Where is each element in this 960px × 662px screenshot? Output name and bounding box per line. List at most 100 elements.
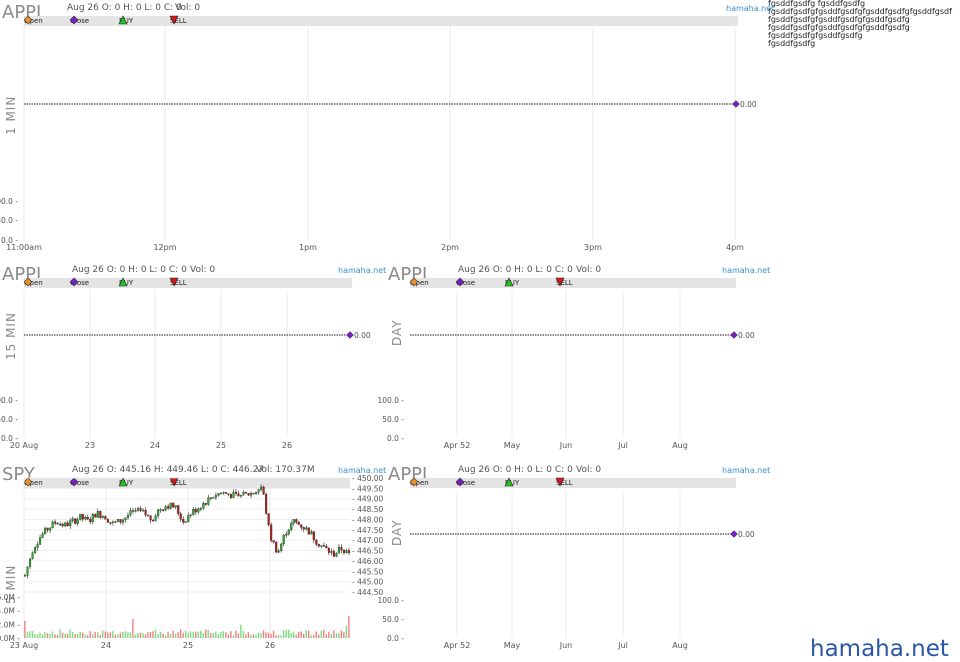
candle-body bbox=[212, 497, 215, 499]
legend-item-open: Open bbox=[23, 15, 43, 26]
volume-bar bbox=[270, 634, 272, 638]
ohlc-readout: Aug 26 O: 0 H: 0 L: 0 C: 0 bbox=[67, 3, 182, 13]
volume-bar bbox=[107, 632, 109, 638]
plot-area: 11:00am 12pm 1pm 2pm 3pm 4pm 100.0 - 50.0 - 0.0 … bbox=[0, 26, 757, 252]
close-legend-icon bbox=[69, 15, 79, 25]
candle-body bbox=[192, 509, 195, 515]
y-tick-label: 50.0 - bbox=[0, 216, 18, 225]
volume-bar bbox=[34, 634, 36, 638]
candle-body bbox=[56, 523, 59, 525]
buy-legend-icon bbox=[118, 15, 128, 25]
volume-bar bbox=[300, 631, 302, 638]
close-legend-icon bbox=[69, 277, 79, 287]
candle-body bbox=[322, 545, 325, 547]
volume-bar bbox=[194, 631, 197, 638]
x-tick-label: 26 bbox=[282, 441, 292, 450]
candle-body bbox=[280, 543, 283, 552]
x-tick-label: 26 bbox=[265, 641, 275, 650]
legend-label: Open bbox=[410, 479, 429, 487]
x-tick-label: 25 bbox=[183, 641, 193, 650]
volume-bar bbox=[139, 632, 142, 638]
y-tick-label: 0.0 - bbox=[387, 634, 404, 643]
watermark-link[interactable]: hamaha.net bbox=[722, 466, 771, 475]
buy-legend-icon bbox=[118, 277, 128, 287]
y-tick-label: - 445.50 bbox=[352, 567, 384, 576]
candle-body bbox=[116, 519, 119, 522]
x-tick-label: Aug bbox=[672, 441, 688, 450]
watermark-link[interactable]: hamaha.net bbox=[338, 466, 387, 475]
volume-bar bbox=[197, 631, 199, 638]
candle-body bbox=[106, 519, 109, 523]
legend-item-open: Open bbox=[23, 477, 43, 488]
candle-body bbox=[49, 527, 52, 531]
candle-body bbox=[325, 545, 328, 549]
candle-body bbox=[89, 519, 92, 522]
volume-bar bbox=[220, 632, 222, 638]
candle-body bbox=[184, 521, 187, 523]
candle-body bbox=[262, 486, 265, 495]
candle-body bbox=[33, 547, 37, 553]
legend-item-buy: BUY bbox=[118, 477, 133, 488]
volume-bar bbox=[292, 631, 295, 638]
x-tick-label: 4pm bbox=[726, 243, 744, 252]
brand-watermark[interactable]: hamaha.net bbox=[810, 636, 949, 662]
x-tick-label: Jun bbox=[559, 641, 573, 650]
volume-bar bbox=[192, 631, 194, 638]
close-marker bbox=[730, 331, 738, 339]
volume-readout: Vol: 0 bbox=[175, 3, 201, 13]
plot-area: Apr 52 May Jun Jul Aug 100.0 - 50.0 - 0.0 - 0.00 bbox=[377, 290, 755, 450]
volume-bar bbox=[162, 633, 164, 638]
volume-bar bbox=[41, 634, 44, 638]
x-tick-label: 12pm bbox=[153, 243, 176, 252]
volume-bar bbox=[250, 634, 252, 638]
candle-body bbox=[182, 519, 185, 523]
x-tick-label: Apr 52 bbox=[444, 641, 471, 650]
legend-label: BUY bbox=[505, 279, 520, 287]
legend-label: SELL bbox=[556, 479, 573, 487]
plot-area: - 450.00- 449.50 - 449.00- 448.50- 448.00… bbox=[0, 474, 384, 650]
volume-bar bbox=[330, 633, 333, 638]
note-line: fgsddfgsdfgfgsddfgsdfgfgsddfgsdfgfgsddfg… bbox=[768, 7, 952, 16]
candle-body bbox=[239, 494, 243, 497]
candle-body bbox=[332, 551, 335, 557]
volume-bar bbox=[46, 633, 49, 638]
x-tick-label: Jul bbox=[617, 441, 628, 450]
x-tick-label: 23 bbox=[85, 441, 95, 450]
watermark-link[interactable]: hamaha.net bbox=[338, 266, 387, 275]
volume-bar bbox=[182, 632, 184, 638]
candle-body bbox=[307, 527, 310, 535]
volume-bar bbox=[235, 630, 237, 638]
volume-readout: Vol: 0 bbox=[190, 265, 216, 275]
y-tick-label: - 448.50 bbox=[352, 505, 384, 514]
volume-bar bbox=[230, 631, 232, 638]
legend-label: SELL bbox=[556, 279, 573, 287]
candle-body bbox=[71, 518, 74, 521]
candle-body bbox=[167, 506, 170, 509]
ohlc-readout: Aug 26 O: 0 H: 0 L: 0 C: 0 bbox=[72, 265, 187, 275]
volume-bar bbox=[97, 632, 99, 638]
volume-bar bbox=[240, 624, 242, 638]
open-legend-icon bbox=[409, 277, 419, 287]
note-line: fgsddfgsdfgfgsddfgsdfg bbox=[768, 31, 863, 40]
buy-legend-icon bbox=[118, 477, 128, 487]
volume-bar bbox=[328, 631, 330, 638]
candle-body bbox=[347, 550, 351, 554]
legend-label: Close bbox=[70, 279, 90, 287]
volume-bar bbox=[237, 633, 240, 638]
x-tick-label: 3pm bbox=[584, 243, 602, 252]
candle-body bbox=[297, 522, 300, 525]
x-tick-label: Aug bbox=[672, 641, 688, 650]
volume-bar bbox=[315, 631, 317, 638]
candle-body bbox=[267, 513, 270, 526]
legend-item-buy: BUY bbox=[504, 277, 520, 288]
candle-body bbox=[23, 575, 27, 577]
legend-label: SELL bbox=[170, 17, 187, 25]
watermark-link[interactable]: hamaha.net bbox=[722, 266, 771, 275]
legend-item-close: Close bbox=[69, 477, 89, 488]
volume-bar bbox=[225, 632, 227, 638]
candle-body bbox=[219, 492, 222, 495]
y-tick-label: 100.0 - bbox=[0, 197, 18, 206]
volume-bar bbox=[202, 632, 204, 638]
x-tick-label: Apr 52 bbox=[444, 441, 471, 450]
watermark-link[interactable]: hamaha.net bbox=[726, 4, 775, 13]
